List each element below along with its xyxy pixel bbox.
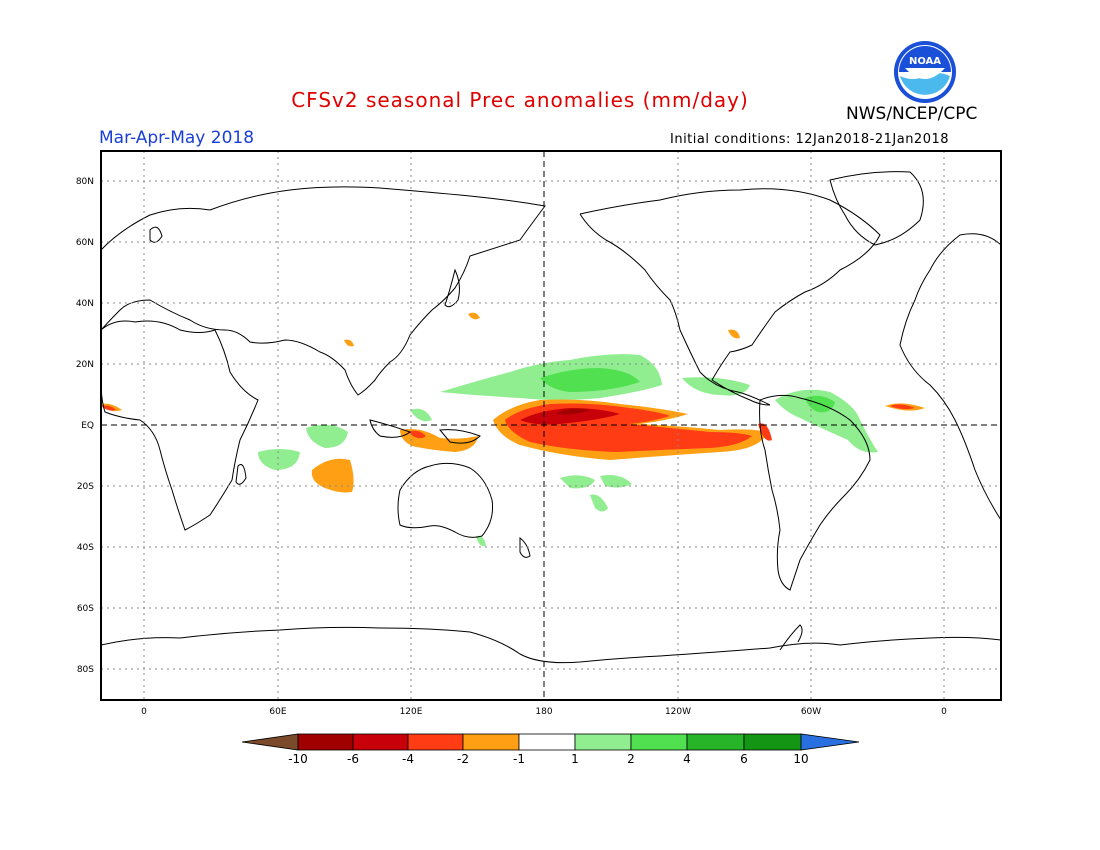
initial-conditions-label: Initial conditions: 12Jan2018-21Jan2018: [670, 132, 950, 147]
colorbar-segment: [462, 733, 520, 751]
colorbar-label: -10: [288, 752, 308, 766]
colorbar-label: 6: [740, 752, 748, 766]
colorbar-segment: [352, 733, 409, 751]
dry-anomaly-south-indian: [311, 458, 354, 493]
colorbar-low-arrow: [241, 733, 299, 751]
colorbar-segment: [407, 733, 464, 751]
colorbar-segment: [630, 733, 688, 751]
lon-label: 0: [141, 707, 147, 717]
colorbar-label: -1: [513, 752, 525, 766]
chart-title: CFSv2 seasonal Prec anomalies (mm/day): [291, 88, 749, 112]
graticule: [101, 151, 1001, 700]
lon-label: 120E: [400, 707, 423, 717]
dry-anomaly-gulf-mexico: [728, 329, 740, 339]
lat-label: 40N: [76, 299, 94, 309]
colorbar-label: 10: [793, 752, 808, 766]
coastline-greenland: [829, 171, 924, 246]
lat-label: 80S: [77, 665, 94, 675]
coastline-uk: [149, 226, 163, 243]
lat-label: 40S: [77, 543, 94, 553]
lat-label: 60N: [76, 238, 94, 248]
colorbar-high-arrow: [800, 733, 860, 751]
colorbar-label: -6: [347, 752, 359, 766]
noaa-logo-icon: NOAA: [894, 41, 956, 103]
wet-anomaly-north-pacific-core: [540, 368, 640, 392]
dry-anomaly-japan: [468, 312, 480, 320]
colorbar-label: 4: [683, 752, 691, 766]
dry-anomaly-atlantic-core: [890, 404, 915, 410]
wet-anomaly-indian-ocean: [306, 424, 348, 448]
wet-anomaly-south-america-north: [775, 389, 878, 453]
wet-anomaly-maritime: [410, 408, 432, 422]
longitude-labels: 0 60E 120E 180 120W 60W 0: [141, 707, 947, 717]
map-plot-area: [101, 151, 1001, 700]
coastline-south-america: [759, 394, 871, 591]
dry-anomaly-atlantic-west-africa-core: [101, 405, 116, 411]
lat-label: 20S: [77, 482, 94, 492]
coastline-new-zealand: [519, 536, 531, 558]
wet-anomaly-south-pacific-2: [590, 494, 608, 512]
dry-anomaly-equatorial-pacific-extreme: [555, 408, 590, 415]
colorbar-segment: [518, 733, 576, 751]
dry-anomaly-ecuador: [758, 423, 772, 441]
lat-label: 80N: [76, 177, 94, 187]
colorbar-segment: [686, 733, 745, 751]
lon-label: 60E: [269, 707, 286, 717]
coastline-antarctica: [101, 626, 1001, 664]
latitude-labels: 80N 60N 40N 20N EQ 20S 40S 60S 80S: [76, 177, 94, 675]
svg-text:NOAA: NOAA: [909, 56, 941, 67]
lon-label: 120W: [665, 707, 691, 717]
coastline-indonesia: [369, 419, 412, 438]
reference-lines: [101, 151, 1001, 700]
colorbar-label: -4: [402, 752, 414, 766]
colorbar-label: 1: [571, 752, 579, 766]
dry-anomaly-maritime-core: [408, 430, 426, 439]
map-frame: [100, 150, 1002, 701]
lat-label: 60S: [77, 604, 94, 614]
coastline-new-guinea: [439, 429, 481, 444]
wet-anomaly-south-pacific-3: [600, 475, 632, 488]
lat-label: 20N: [76, 360, 94, 370]
dry-anomaly-equatorial-pacific-strong: [520, 408, 620, 425]
colorbar-segment: [743, 733, 802, 751]
dry-anomaly-india: [344, 339, 354, 347]
coastline-madagascar: [235, 464, 247, 485]
coastline-europe-africa-east: [899, 233, 1001, 521]
colorbar-label: 2: [627, 752, 635, 766]
wet-anomaly-south-indian: [258, 449, 300, 470]
wet-anomaly-australia-se: [476, 535, 486, 547]
coastline-eurasia: [101, 186, 546, 396]
coastline-japan: [444, 268, 460, 308]
coastline-australia: [397, 462, 493, 538]
colorbar: -10 -6 -4 -2 -1 1 2 4 6 10: [241, 733, 860, 766]
wet-anomaly-south-pacific: [560, 475, 595, 489]
organization-label: NWS/NCEP/CPC: [846, 104, 978, 124]
anomaly-shading: [101, 312, 925, 547]
season-label: Mar-Apr-May 2018: [99, 128, 255, 148]
lon-label: 180: [535, 707, 552, 717]
lon-label: 60W: [801, 707, 821, 717]
colorbar-segment: [297, 733, 354, 751]
lon-label: 0: [941, 707, 947, 717]
colorbar-label: -2: [457, 752, 469, 766]
coastline-antarctica-peninsula: [779, 624, 803, 651]
coastline-africa: [101, 320, 259, 531]
lat-label: EQ: [81, 421, 94, 431]
colorbar-segment: [574, 733, 632, 751]
